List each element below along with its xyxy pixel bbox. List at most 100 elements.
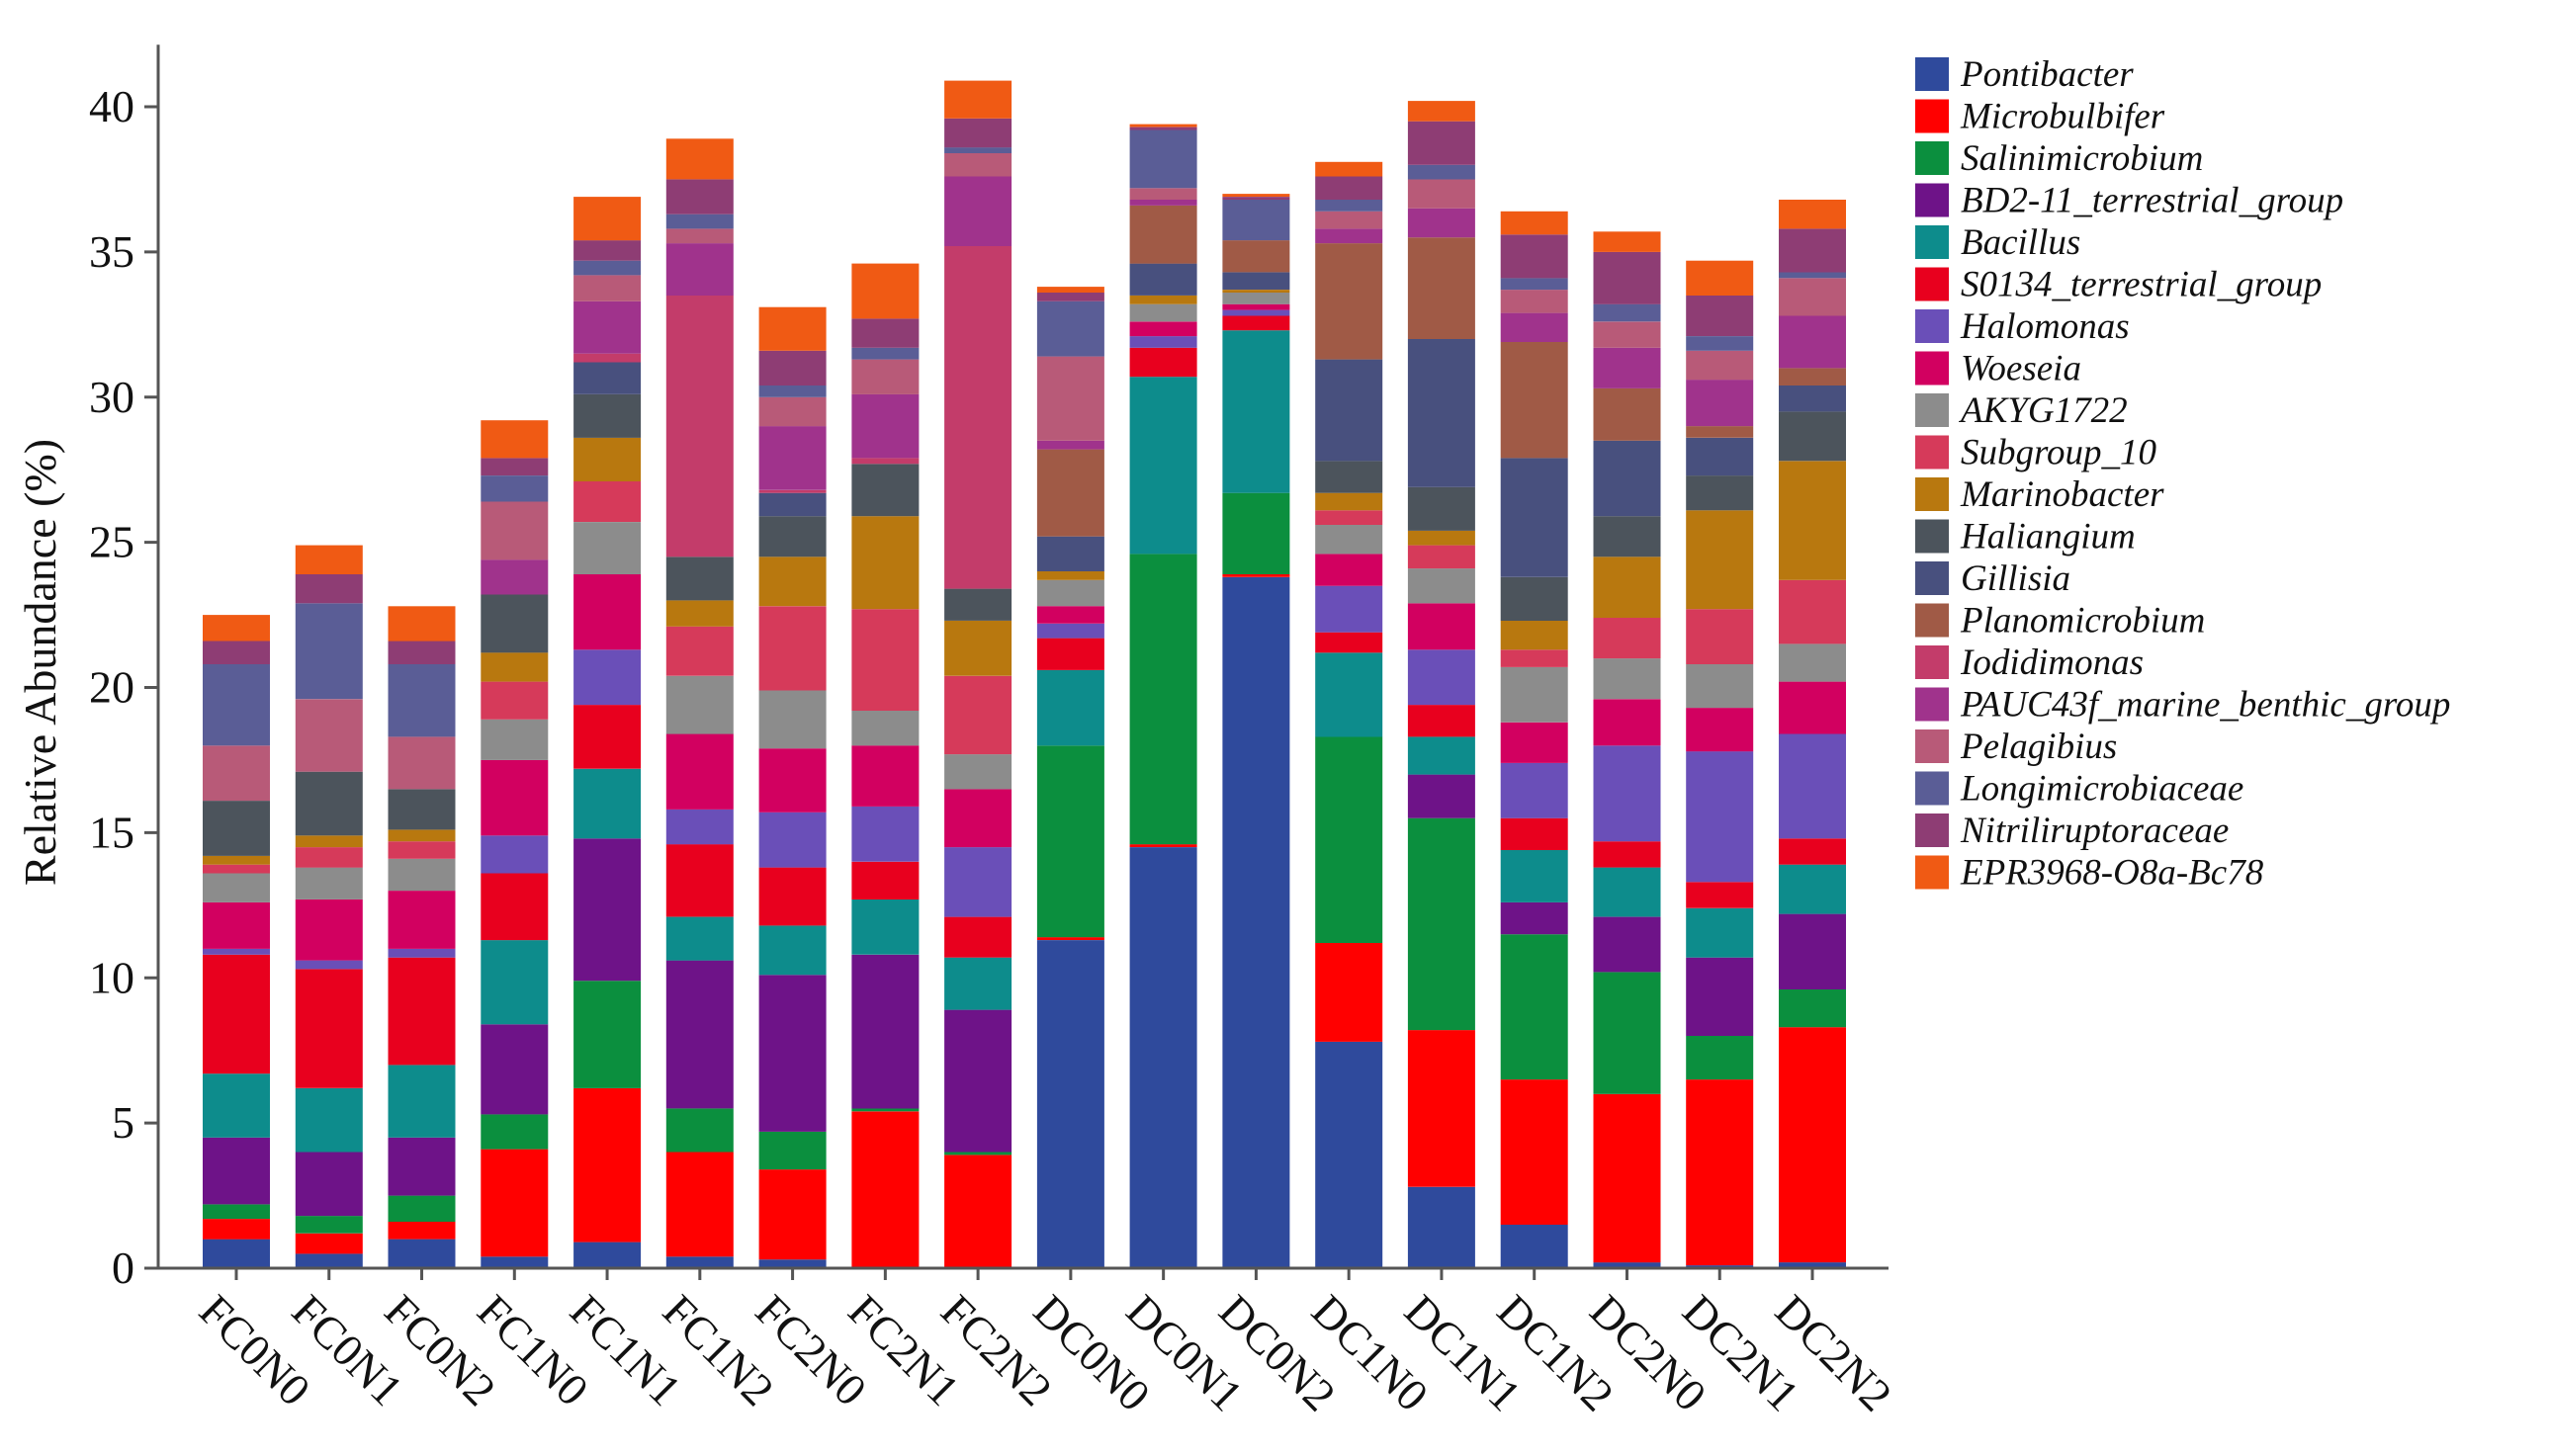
- bar-segment: [1686, 1036, 1754, 1080]
- bar-segment: [1593, 745, 1661, 842]
- bar-segment: [1407, 530, 1475, 546]
- bar-segment: [1315, 943, 1383, 1042]
- bar-segment: [851, 806, 920, 862]
- bar-segment: [573, 1087, 642, 1242]
- bar-segment: [203, 1239, 270, 1268]
- bar-segment: [481, 458, 549, 475]
- bar-segment: [481, 873, 549, 941]
- bar-segment: [851, 1108, 920, 1112]
- bar-segment: [388, 664, 456, 737]
- bar-segment: [758, 426, 827, 490]
- bar-segment: [944, 1009, 1012, 1153]
- bar-segment: [1500, 458, 1568, 577]
- bar-segment: [944, 153, 1012, 177]
- bar-segment: [1779, 864, 1846, 914]
- bar-segment: [665, 675, 734, 734]
- bar-segment: [1222, 197, 1290, 200]
- bar-segment: [203, 901, 270, 949]
- bar-segment: [481, 1114, 549, 1150]
- bar-segment: [758, 385, 827, 397]
- bar-segment: [1779, 200, 1846, 229]
- bar-segment: [1129, 347, 1197, 378]
- bar-segment: [1779, 681, 1846, 734]
- bar-segment: [1315, 510, 1383, 525]
- bar-segment: [851, 1111, 920, 1268]
- bar-segment: [388, 641, 456, 664]
- bar-segment: [1129, 124, 1197, 128]
- legend-label: EPR3968-O8a-Bc78: [1960, 853, 2264, 894]
- bar-segment: [1779, 733, 1846, 839]
- bar-segment: [573, 981, 642, 1088]
- bar-segment: [665, 179, 734, 214]
- bar-segment: [665, 138, 734, 180]
- bar-segment: [1593, 321, 1661, 348]
- bar-segment: [1036, 536, 1104, 571]
- bar-segment: [1129, 303, 1197, 322]
- bar-segment: [573, 649, 642, 706]
- legend-swatch: [1915, 435, 1949, 470]
- bar-segment: [1593, 1262, 1661, 1268]
- bar-segment: [481, 940, 549, 1025]
- y-tick-label: 15: [89, 807, 134, 857]
- bar-segment: [851, 861, 920, 899]
- bar-segment: [481, 501, 549, 560]
- bars-group: [203, 80, 1846, 1269]
- bar-segment: [1315, 359, 1383, 462]
- bar-segment: [1407, 774, 1475, 818]
- bar-segment: [944, 1152, 1012, 1156]
- bar-segment: [388, 841, 456, 859]
- bar-segment: [573, 240, 642, 261]
- bar-segment: [1686, 708, 1754, 752]
- bar-segment: [1036, 606, 1104, 624]
- legend-label: Haliangium: [1960, 517, 2136, 557]
- bar-segment: [1222, 272, 1290, 290]
- bar-segment: [295, 847, 363, 868]
- bar-segment: [1315, 243, 1383, 360]
- bar-segment: [1500, 1079, 1568, 1225]
- bar-segment: [851, 318, 920, 348]
- bar-segment: [851, 347, 920, 360]
- bar-segment: [1593, 972, 1661, 1094]
- bar-segment: [481, 652, 549, 682]
- bar-segment: [388, 948, 456, 958]
- bar-segment: [1407, 164, 1475, 180]
- x-ticks-group: FC0N0FC0N1FC0N2FC1N0FC1N1FC1N2FC2N0FC2N1…: [190, 1268, 1901, 1420]
- bar-segment: [481, 559, 549, 595]
- legend-label: Woeseia: [1961, 349, 2081, 389]
- bar-segment: [1036, 579, 1104, 607]
- bar-segment: [1129, 188, 1197, 200]
- bar-segment: [758, 925, 827, 976]
- bar-segment: [1315, 554, 1383, 586]
- legend-swatch: [1915, 267, 1949, 301]
- bar-segment: [1593, 658, 1661, 700]
- legend-label: Halomonas: [1960, 306, 2130, 347]
- bar-segment: [481, 475, 549, 502]
- legend-swatch: [1915, 183, 1949, 217]
- bar-segment: [481, 835, 549, 874]
- bar-segment: [1222, 240, 1290, 273]
- bar-segment: [203, 1219, 270, 1240]
- bar-segment: [1593, 867, 1661, 917]
- bar-segment: [1315, 652, 1383, 737]
- bar-segment: [665, 960, 734, 1109]
- bar-segment: [295, 699, 363, 772]
- bar-segment: [1036, 745, 1104, 938]
- bar-segment: [1407, 179, 1475, 209]
- bar-segment: [1222, 309, 1290, 316]
- bar-segment: [944, 754, 1012, 790]
- bar-segment: [1129, 129, 1197, 189]
- legend-swatch: [1915, 519, 1949, 554]
- legend-swatch: [1915, 477, 1949, 511]
- bar-segment: [1036, 300, 1104, 357]
- bar-segment: [1500, 278, 1568, 291]
- bar-segment: [573, 197, 642, 241]
- bar-segment: [1315, 200, 1383, 212]
- bar-segment: [665, 557, 734, 601]
- bar-segment: [1779, 913, 1846, 989]
- bar-segment: [573, 522, 642, 574]
- bar-segment: [1593, 251, 1661, 304]
- bar-segment: [1129, 295, 1197, 304]
- bar-segment: [944, 588, 1012, 621]
- bar-segment: [388, 736, 456, 790]
- bar-segment: [758, 1169, 827, 1260]
